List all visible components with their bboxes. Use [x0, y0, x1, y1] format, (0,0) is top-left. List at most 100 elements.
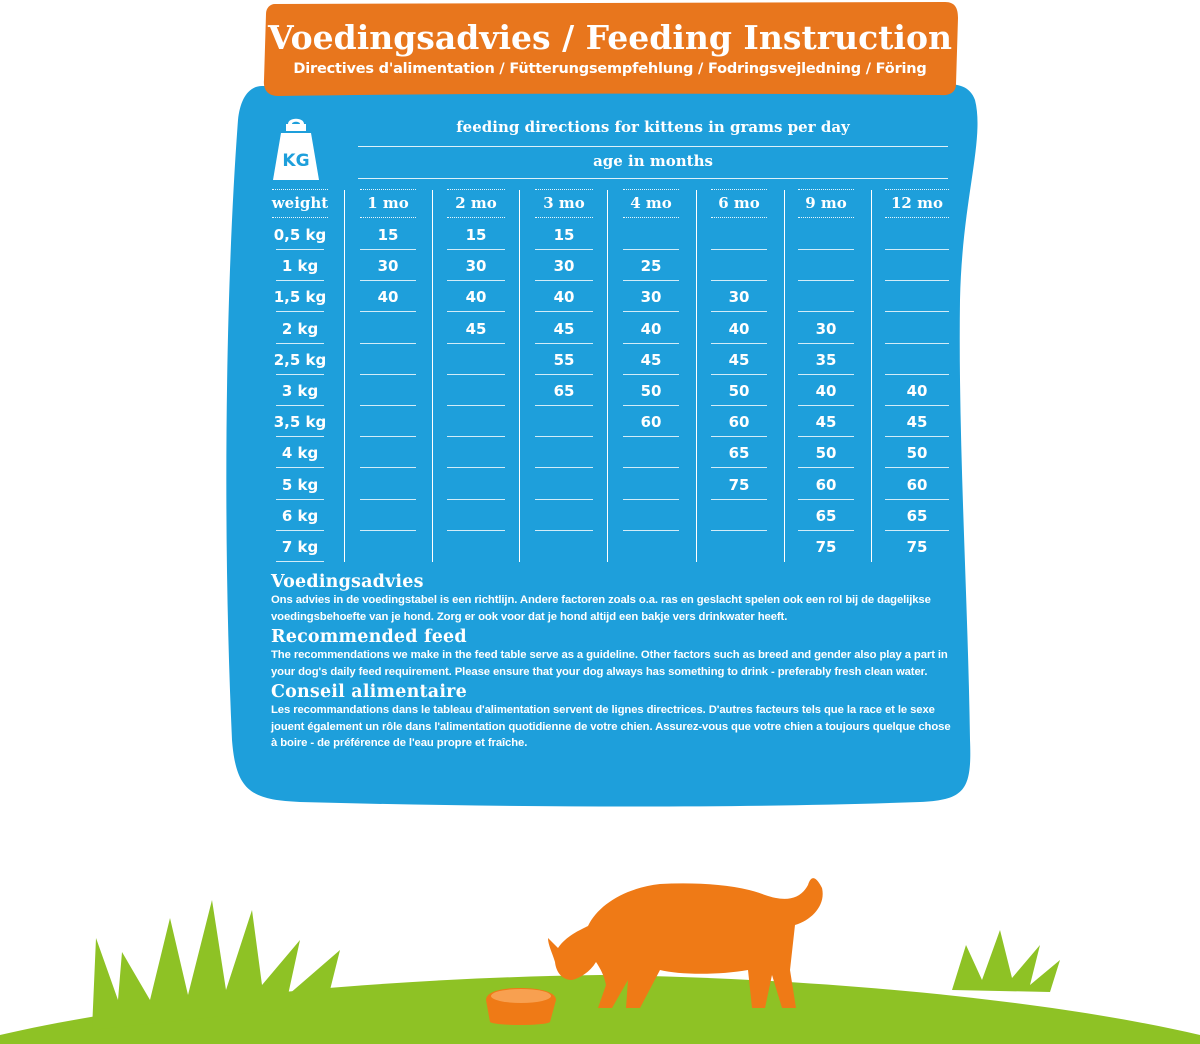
row-divider: [447, 311, 505, 313]
kg-icon-label: KG: [282, 151, 309, 171]
row-divider: [447, 373, 505, 375]
row-divider: [276, 311, 324, 313]
amount-cell: [623, 440, 679, 470]
row-divider: [447, 405, 505, 406]
row-divider: [276, 280, 324, 282]
row-divider: [535, 249, 593, 250]
age-column-header: 1 mo: [367, 194, 409, 212]
row-divider: [535, 405, 593, 406]
amount-cell: [885, 284, 949, 314]
amount-cell: [447, 534, 505, 564]
row-divider: [711, 529, 767, 531]
row-divider: [798, 342, 854, 344]
amount-cell: [360, 440, 416, 470]
weight-column-header: weight: [271, 194, 329, 212]
row-divider: [447, 498, 505, 500]
row-divider: [360, 498, 416, 500]
row-divider: [360, 342, 416, 344]
amount-cell: 15: [465, 226, 487, 244]
amount-cell: [623, 534, 679, 564]
amount-cell: [885, 347, 949, 377]
amount-cell: 60: [906, 475, 928, 494]
caption-divider: [358, 146, 948, 147]
row-divider: [798, 311, 854, 313]
row-divider: [535, 529, 593, 531]
weight-cell: 0,5 kg: [273, 226, 327, 244]
row-divider: [798, 436, 854, 438]
amount-cell: 30: [465, 257, 487, 276]
blue-panel: [226, 84, 978, 807]
amount-cell: [535, 503, 593, 533]
amount-cell: [360, 472, 416, 502]
amount-cell: 65: [728, 444, 750, 463]
row-divider: [535, 280, 593, 282]
amount-cell: [798, 253, 854, 283]
row-divider: [885, 189, 949, 190]
row-divider: [885, 467, 949, 469]
amount-cell: 45: [553, 319, 575, 338]
subcaption-divider: [358, 178, 948, 179]
row-divider: [276, 561, 324, 562]
amount-cell: [360, 503, 416, 533]
amount-cell: 30: [815, 319, 837, 338]
row-divider: [623, 405, 679, 406]
column-divider: [871, 190, 872, 562]
amount-cell: [623, 503, 679, 533]
row-divider: [711, 217, 767, 218]
amount-cell: 75: [728, 475, 750, 494]
amount-cell: 60: [640, 413, 662, 432]
row-divider: [885, 217, 949, 218]
amount-cell: [885, 316, 949, 346]
row-divider: [885, 280, 949, 282]
weight-cell: 7 kg: [281, 538, 319, 556]
amount-cell: 50: [640, 382, 662, 400]
amount-cell: 45: [728, 350, 750, 369]
age-column-header: 6 mo: [718, 194, 760, 212]
amount-cell: 65: [906, 506, 928, 525]
amount-cell: 35: [815, 350, 837, 369]
age-column-header: 9 mo: [805, 194, 847, 212]
row-divider: [798, 373, 854, 375]
amount-cell: 45: [906, 413, 928, 432]
amount-cell: [798, 284, 854, 314]
row-divider: [272, 217, 328, 218]
row-divider: [447, 280, 505, 282]
row-divider: [535, 373, 593, 375]
row-divider: [360, 529, 416, 531]
row-divider: [276, 373, 324, 375]
row-divider: [360, 217, 416, 218]
weight-cell: 1,5 kg: [273, 288, 327, 307]
food-bowl-icon: [486, 988, 556, 1025]
row-divider: [798, 280, 854, 282]
row-divider: [711, 342, 767, 344]
row-divider: [360, 373, 416, 375]
row-divider: [623, 498, 679, 500]
row-divider: [885, 498, 949, 500]
note-section-fr: Conseil alimentaire Les recommandations …: [271, 682, 957, 752]
weight-cell: 1 kg: [281, 257, 319, 276]
amount-cell: [447, 440, 505, 470]
amount-cell: 60: [728, 413, 750, 432]
amount-cell: [535, 440, 593, 470]
row-divider: [711, 280, 767, 282]
amount-cell: [360, 534, 416, 564]
amount-cell: 45: [465, 319, 487, 338]
row-divider: [360, 467, 416, 469]
age-column-header: 12 mo: [891, 194, 943, 212]
row-divider: [885, 342, 949, 344]
weight-cell: 3 kg: [281, 382, 319, 400]
amount-cell: [711, 253, 767, 283]
cat-eating-illustration: [0, 878, 1200, 1044]
row-divider: [885, 436, 949, 438]
row-divider: [711, 311, 767, 313]
row-divider: [276, 467, 324, 469]
row-divider: [711, 249, 767, 250]
row-divider: [711, 373, 767, 375]
grass-tuft-right: [952, 930, 1060, 992]
amount-cell: 30: [377, 257, 399, 276]
orange-banner: [263, 2, 959, 96]
row-divider: [447, 467, 505, 469]
amount-cell: [360, 347, 416, 377]
weight-kg-icon: KG: [273, 118, 319, 180]
